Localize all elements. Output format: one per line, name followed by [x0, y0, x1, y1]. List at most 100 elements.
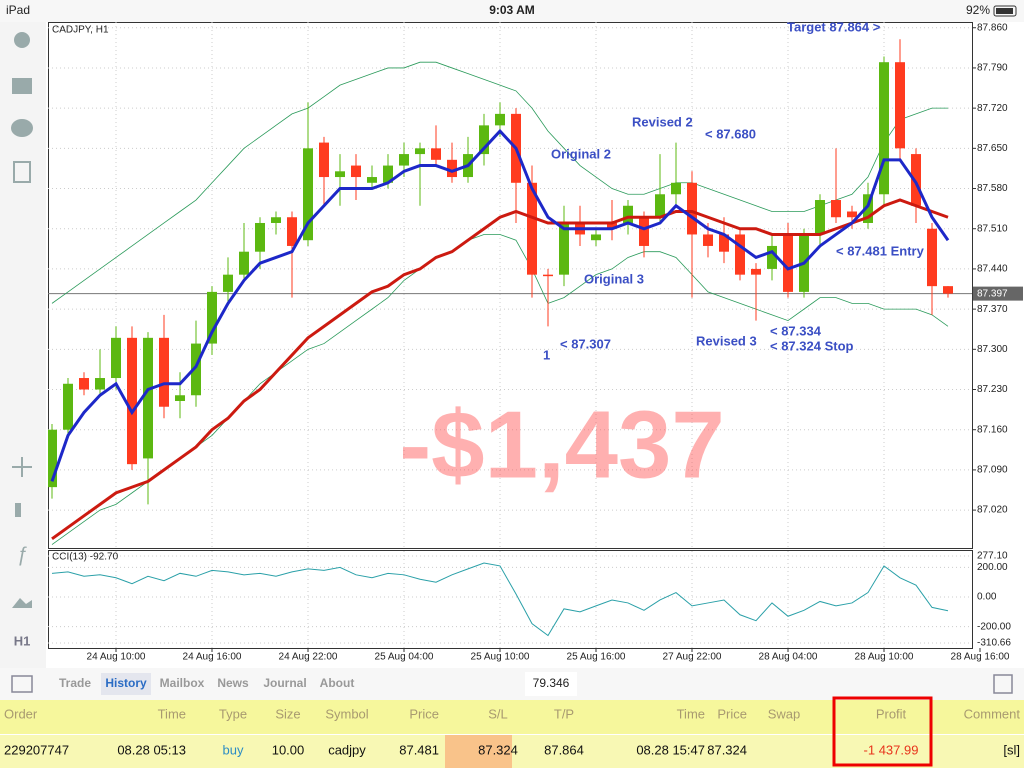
objects-icon[interactable]	[12, 598, 32, 608]
table-cell: -1 437.99	[864, 742, 919, 757]
candle-body	[479, 125, 489, 155]
chart-type-icon[interactable]	[15, 503, 21, 517]
annotation: < 87.680	[705, 126, 756, 141]
candle-body	[303, 148, 313, 241]
candle-body	[639, 217, 649, 246]
column-header: Price	[717, 706, 747, 721]
candle-body	[495, 113, 505, 126]
table-cell: 10.00	[272, 742, 305, 757]
profit-watermark: -$1,437	[399, 391, 725, 498]
status-bar	[0, 0, 1024, 22]
candle-body	[287, 217, 297, 246]
candle-body	[48, 429, 57, 488]
annotation: < 87.307	[560, 336, 611, 351]
annotation: 1	[543, 347, 550, 362]
candle-body	[447, 159, 457, 178]
clock: 9:03 AM	[489, 3, 535, 17]
column-header: Symbol	[325, 706, 368, 721]
y-tick-label: 87.720	[977, 103, 1008, 114]
battery-icon	[993, 5, 1017, 17]
x-tick-label: 24 Aug 10:00	[87, 652, 146, 663]
candle-body	[191, 343, 201, 396]
table-cell: 08.28 05:13	[117, 742, 186, 757]
battery-level: 92%	[966, 3, 990, 17]
annotation: < 87.334	[770, 323, 822, 338]
candle-body	[543, 274, 553, 277]
new-order-icon[interactable]	[13, 161, 31, 183]
current-price-tag	[973, 286, 1023, 301]
candle-body	[207, 291, 217, 344]
candle-body	[687, 182, 697, 235]
candle-body	[127, 337, 137, 465]
y-tick-label: 87.650	[977, 143, 1008, 154]
candle-body	[239, 251, 249, 275]
y-tick-label: 87.230	[977, 384, 1008, 395]
x-tick-label: 25 Aug 16:00	[567, 652, 626, 663]
tab[interactable]: News	[217, 676, 249, 690]
candle-body	[159, 337, 169, 407]
trade-icon[interactable]	[12, 78, 32, 94]
candle-body	[79, 378, 89, 390]
upper-band	[51, 61, 948, 304]
tab[interactable]: Trade	[59, 676, 91, 690]
candle-body	[223, 274, 233, 292]
slow-ma	[51, 198, 949, 541]
tab[interactable]: Journal	[263, 676, 306, 690]
layout-icon[interactable]	[993, 674, 1013, 694]
table-cell: buy	[223, 742, 244, 757]
chart-title: CADJPY, H1	[52, 25, 109, 36]
search-value[interactable]: 79.346	[533, 676, 570, 690]
tab[interactable]: History	[105, 676, 147, 690]
x-tick-label: 27 Aug 22:00	[663, 652, 722, 663]
battery-fill	[996, 8, 1013, 14]
chat-icon[interactable]	[11, 119, 33, 137]
indicators-icon[interactable]: ƒ	[16, 543, 27, 565]
search-field[interactable]	[525, 672, 577, 696]
tab[interactable]: Mailbox	[160, 676, 205, 690]
timeframe[interactable]: H1	[14, 633, 31, 648]
candle-body	[591, 234, 601, 241]
column-header: Profit	[876, 706, 907, 721]
calendar-icon[interactable]	[11, 675, 33, 693]
candle-body	[431, 148, 441, 160]
x-tick-label: 24 Aug 16:00	[183, 652, 242, 663]
crosshair-icon[interactable]	[12, 457, 32, 477]
annotation: Revised 2	[632, 114, 693, 129]
candle-body	[863, 194, 873, 223]
table-cell: 229207747	[4, 742, 69, 757]
candle-body	[927, 228, 937, 287]
indicator-tick-label: 0.00	[977, 592, 997, 603]
y-tick-label: 87.790	[977, 63, 1008, 74]
candle-body	[399, 154, 409, 166]
column-header: Price	[409, 706, 439, 721]
candle-body	[879, 62, 889, 195]
column-header: Time	[677, 706, 705, 721]
tab-bar	[0, 668, 1024, 700]
annotation: < 87.324 Stop	[770, 338, 854, 353]
candle-body	[383, 165, 393, 183]
table-cell: cadjpy	[328, 742, 366, 757]
candle-body	[335, 171, 345, 178]
table-cell: 87.864	[544, 742, 584, 757]
y-tick-label: 87.440	[977, 264, 1008, 275]
left-toolbar	[0, 22, 46, 668]
candle-body	[911, 154, 921, 206]
x-tick-label: 28 Aug 10:00	[855, 652, 914, 663]
annotation: Target 87.864 >	[787, 19, 881, 34]
tab[interactable]: About	[320, 676, 355, 690]
candle-body	[271, 217, 281, 223]
candle-body	[783, 234, 793, 292]
y-tick-label: 87.300	[977, 344, 1008, 355]
indicator-pane	[48, 550, 973, 649]
x-tick-label: 25 Aug 04:00	[375, 652, 434, 663]
column-header: Order	[4, 706, 38, 721]
candle-body	[703, 234, 713, 246]
annotation: Original 3	[584, 271, 644, 286]
table-cell: 87.324	[707, 742, 747, 757]
account-icon[interactable]	[14, 32, 30, 48]
indicator-tick-label: 200.00	[977, 562, 1008, 573]
column-header: Time	[158, 706, 186, 721]
y-tick-label: 87.370	[977, 304, 1008, 315]
candle-body	[847, 211, 857, 218]
